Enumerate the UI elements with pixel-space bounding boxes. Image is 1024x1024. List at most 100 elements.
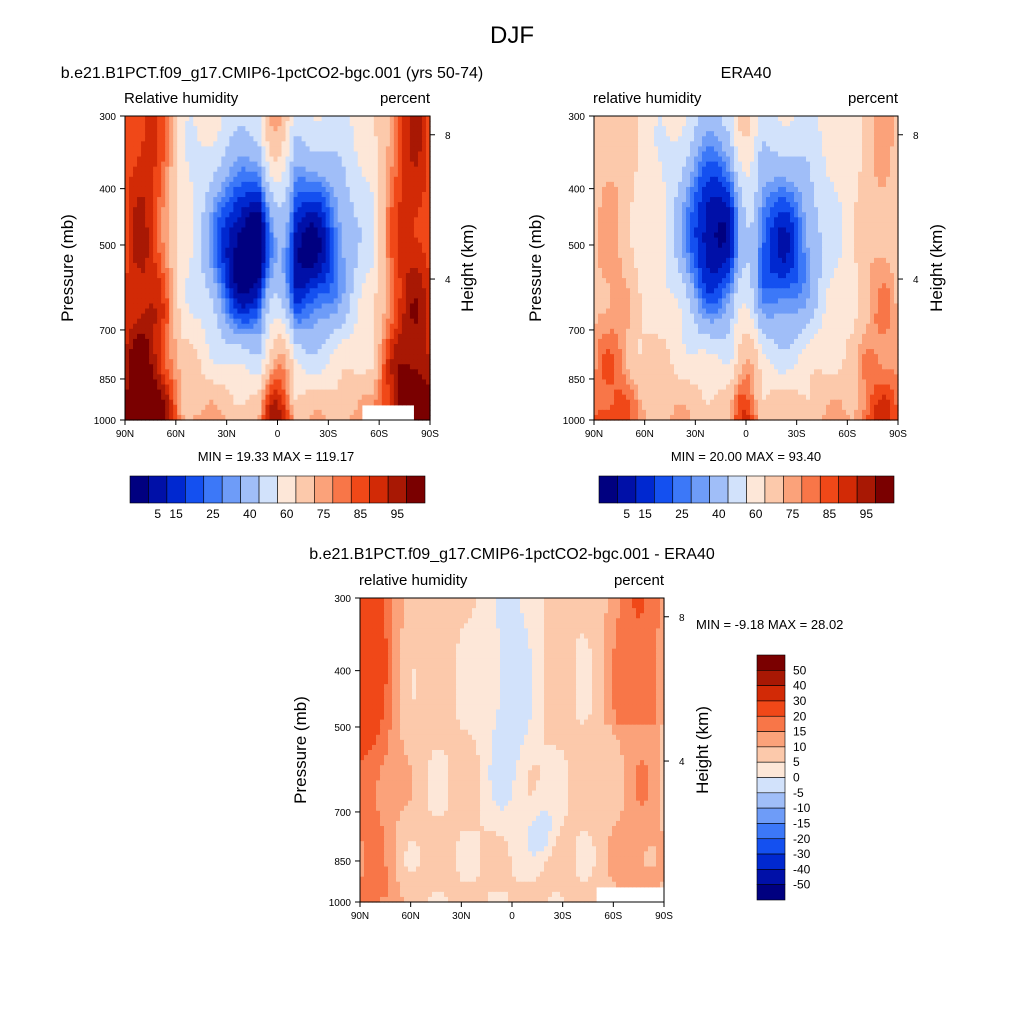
field-cell [229, 293, 234, 299]
field-cell [153, 278, 158, 284]
field-cell [189, 364, 194, 370]
field-cell [369, 247, 375, 254]
field-cell [293, 237, 299, 244]
y-tick-label: 1000 [94, 416, 117, 427]
field-cell [377, 384, 383, 391]
field-cell [169, 151, 174, 158]
field-cell [321, 242, 327, 249]
field-cell [273, 404, 279, 411]
field-cell [417, 318, 423, 325]
field-cell [173, 171, 178, 178]
field-cell [265, 338, 271, 345]
field-cell [886, 116, 891, 122]
field-cell [341, 161, 347, 168]
field-cell [257, 176, 263, 183]
field-cell [325, 161, 331, 168]
field-cell [381, 333, 387, 340]
field-cell [425, 399, 431, 406]
field-cell [393, 116, 399, 122]
field-cell [297, 399, 303, 406]
field-cell [389, 384, 395, 391]
field-cell [381, 344, 387, 350]
field-cell [401, 126, 407, 132]
field-cell [361, 364, 367, 370]
field-cell [277, 262, 283, 269]
field-cell [822, 116, 827, 122]
field-cell [425, 146, 431, 153]
field-cell [173, 379, 178, 386]
field-cell [309, 333, 315, 340]
field-cell [373, 121, 379, 127]
field-cell [413, 399, 419, 406]
field-cell [213, 202, 218, 208]
field-cell [277, 323, 283, 330]
field-cell [337, 359, 343, 365]
field-cell [417, 217, 423, 223]
field-cell [169, 121, 174, 127]
field-cell [249, 303, 255, 310]
field-cell [177, 202, 182, 208]
field-cell [297, 186, 303, 193]
field-cell [221, 202, 226, 208]
field-cell [125, 303, 130, 310]
field-cell [189, 232, 194, 239]
field-cell [245, 146, 250, 153]
field-cell [269, 161, 275, 168]
field-cell [137, 268, 142, 274]
field-cell [349, 186, 355, 193]
field-cell [385, 171, 391, 178]
field-cell [321, 293, 327, 299]
field-cell [241, 232, 246, 239]
field-cell [213, 344, 218, 350]
field-cell [317, 126, 323, 132]
field-cell [213, 414, 218, 421]
field-cell [249, 192, 255, 198]
field-cell [305, 338, 311, 345]
field-cell [337, 389, 343, 396]
field-cell [393, 252, 399, 259]
field-cell [333, 252, 339, 259]
field-cell [249, 202, 255, 208]
field-cell [261, 222, 267, 229]
field-cell [421, 268, 427, 274]
field-cell [389, 192, 395, 198]
field-cell [297, 116, 303, 122]
field-cell [249, 374, 255, 381]
field-cell [313, 247, 319, 254]
field-cell [181, 338, 186, 345]
field-cell [257, 313, 263, 320]
field-cell [201, 328, 206, 335]
field-cell [377, 303, 383, 310]
field-cell [345, 136, 351, 142]
field-cell [133, 268, 138, 274]
field-cell [201, 197, 206, 203]
field-cell [189, 354, 194, 360]
field-cell [297, 227, 303, 234]
field-cell [341, 308, 347, 315]
field-cell [389, 313, 395, 320]
field-cell [269, 131, 275, 137]
field-cell [265, 359, 271, 365]
field-cell [377, 349, 383, 355]
field-cell [265, 247, 271, 254]
field-cell [377, 328, 383, 335]
field-cell [654, 131, 659, 137]
field-cell [405, 141, 411, 147]
field-cell [201, 414, 206, 421]
field-cell [750, 131, 755, 137]
field-cell [341, 166, 347, 173]
field-cell [141, 338, 146, 345]
field-cell [181, 156, 186, 163]
field-cell [257, 369, 263, 375]
field-cell [197, 389, 202, 396]
field-cell [377, 156, 383, 163]
field-cell [726, 136, 731, 142]
field-cell [133, 257, 138, 264]
field-cell [189, 404, 194, 411]
field-cell [365, 207, 371, 213]
field-cell [818, 121, 823, 127]
field-cell [169, 369, 174, 375]
field-cell [233, 131, 238, 137]
field-cell [341, 369, 347, 375]
field-cell [305, 268, 311, 274]
